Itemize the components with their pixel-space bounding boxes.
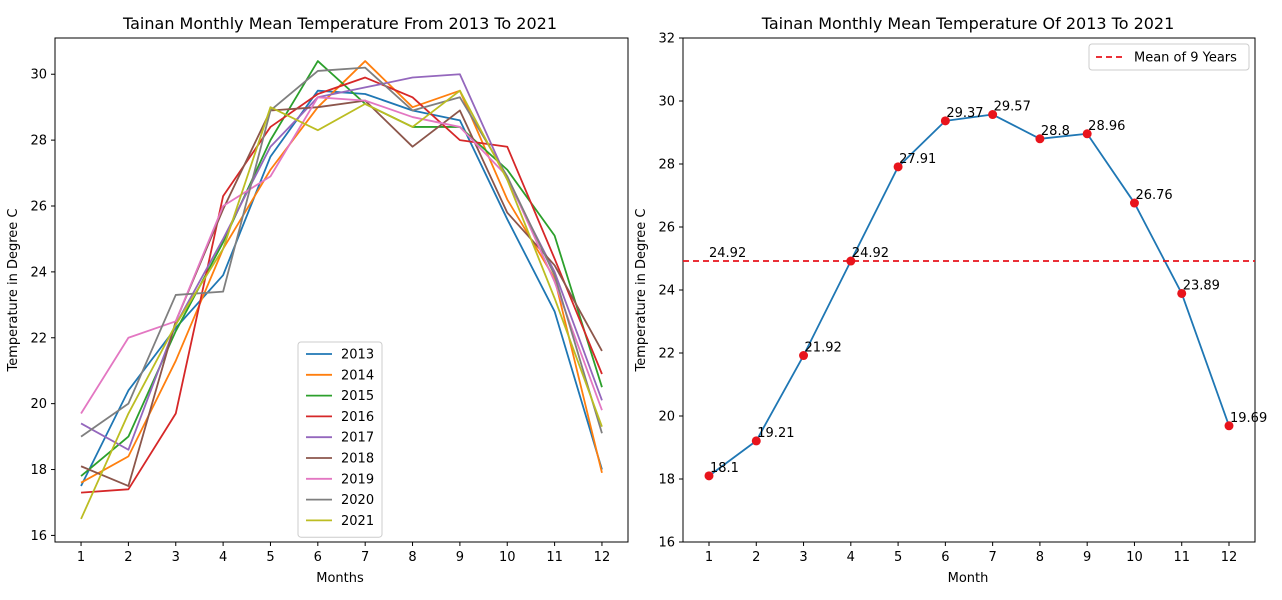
chart-right-ytick-label: 26 bbox=[658, 221, 675, 236]
chart-right-ylabel: Temperature in Degree C bbox=[634, 209, 649, 373]
series-line-2020 bbox=[80, 66, 603, 438]
chart-left-ytick-label: 16 bbox=[30, 529, 47, 544]
legend-label-2016: 2016 bbox=[341, 410, 374, 425]
chart-right-ytick-label: 22 bbox=[658, 347, 675, 362]
data-point-month-10 bbox=[1129, 198, 1139, 208]
chart-right-ytick-label: 20 bbox=[658, 410, 675, 425]
chart-left-ytick-label: 28 bbox=[30, 134, 47, 149]
data-label-month-6: 29.37 bbox=[946, 106, 983, 121]
chart-right-ytick-label: 30 bbox=[658, 95, 675, 110]
chart-right-legend: Mean of 9 Years bbox=[1088, 43, 1250, 71]
legend-label-2019: 2019 bbox=[341, 472, 374, 487]
data-point-month-7 bbox=[988, 110, 998, 120]
chart-right-ytick-label: 16 bbox=[658, 536, 675, 551]
data-label-month-2: 19.21 bbox=[757, 426, 794, 441]
chart-right-ytick-label: 24 bbox=[658, 284, 675, 299]
chart-left-ytick-label: 18 bbox=[30, 463, 47, 478]
chart-left: Tainan Monthly Mean Temperature From 201… bbox=[6, 14, 629, 586]
chart-left-ytick-label: 26 bbox=[30, 200, 47, 215]
data-point-month-9 bbox=[1082, 129, 1092, 139]
chart-right-xtick-label: 9 bbox=[1083, 550, 1091, 565]
chart-right-plot-area: 1 2 3 4 5 6 7 8 9 10 11 1216182022242628303224.9218… bbox=[658, 32, 1267, 566]
chart-right-xtick-label: 10 bbox=[1126, 550, 1143, 565]
chart-left-xtick-label: 1 bbox=[77, 550, 85, 565]
series-line-2014 bbox=[80, 60, 603, 484]
data-point-month-3 bbox=[799, 351, 809, 361]
data-point-month-8 bbox=[1035, 134, 1045, 144]
series-line-2016 bbox=[80, 76, 603, 494]
chart-right-xtick-label: 5 bbox=[894, 550, 902, 565]
legend-label-2020: 2020 bbox=[341, 493, 374, 508]
data-label-month-8: 28.8 bbox=[1041, 124, 1070, 139]
data-point-month-11 bbox=[1177, 288, 1187, 298]
legend-box bbox=[297, 341, 383, 538]
mean-temperature-line bbox=[708, 113, 1230, 477]
chart-left-xtick-label: 5 bbox=[266, 550, 274, 565]
chart-right-xtick-label: 7 bbox=[988, 550, 996, 565]
chart-left-xtick-label: 4 bbox=[219, 550, 227, 565]
legend-label-2015: 2015 bbox=[341, 389, 374, 404]
chart-left-legend: 2013 2014 2015 2016 2017 2018 2019 2020 2021 bbox=[297, 341, 383, 538]
chart-left-xtick-label: 12 bbox=[594, 550, 611, 565]
chart-left-xlabel: Months bbox=[316, 571, 364, 586]
chart-left-ytick-label: 30 bbox=[30, 68, 47, 83]
legend-label-2013: 2013 bbox=[341, 348, 374, 363]
data-point-month-1 bbox=[704, 471, 714, 481]
legend-label-mean: Mean of 9 Years bbox=[1134, 51, 1237, 66]
legend-box bbox=[1088, 43, 1250, 71]
data-label-month-3: 21.92 bbox=[805, 341, 842, 356]
mean-line-label: 24.92 bbox=[709, 246, 746, 261]
data-point-month-4 bbox=[846, 256, 856, 266]
chart-right-xtick-label: 8 bbox=[1036, 550, 1044, 565]
chart-right: Tainan Monthly Mean Temperature Of 2013 … bbox=[634, 14, 1267, 586]
data-point-month-5 bbox=[893, 162, 903, 172]
chart-right-ytick-label: 32 bbox=[658, 32, 675, 47]
chart-right-xlabel: Month bbox=[948, 571, 989, 586]
chart-right-xtick-label: 1 bbox=[705, 550, 713, 565]
chart-right-xtick-label: 6 bbox=[941, 550, 949, 565]
chart-left-xtick-label: 9 bbox=[456, 550, 464, 565]
chart-left-ylabel: Temperature in Degree C bbox=[6, 209, 21, 373]
chart-left-ytick-label: 22 bbox=[30, 331, 47, 346]
chart-right-xtick-label: 11 bbox=[1173, 550, 1190, 565]
chart-right-title: Tainan Monthly Mean Temperature Of 2013 … bbox=[761, 14, 1175, 33]
chart-left-xtick-label: 10 bbox=[499, 550, 516, 565]
series-line-2021 bbox=[80, 89, 603, 520]
data-point-month-2 bbox=[751, 436, 761, 446]
chart-left-ytick-label: 20 bbox=[30, 397, 47, 412]
data-label-month-4: 24.92 bbox=[852, 246, 889, 261]
data-label-month-9: 28.96 bbox=[1088, 119, 1125, 134]
chart-right-xtick-label: 3 bbox=[799, 550, 807, 565]
chart-right-xtick-label: 12 bbox=[1221, 550, 1238, 565]
chart-left-ytick-label: 24 bbox=[30, 265, 47, 280]
data-label-month-5: 27.91 bbox=[899, 152, 936, 167]
chart-left-plot-area: 1 2 3 4 5 6 7 8 9 10 11 121618202224262830201320142… bbox=[30, 37, 629, 565]
data-point-month-6 bbox=[940, 116, 950, 126]
legend-label-2017: 2017 bbox=[341, 431, 374, 446]
chart-left-xtick-label: 11 bbox=[546, 550, 563, 565]
data-label-month-12: 19.69 bbox=[1230, 411, 1267, 426]
chart-right-xtick-label: 2 bbox=[752, 550, 760, 565]
legend-label-2018: 2018 bbox=[341, 452, 374, 467]
chart-left-xtick-label: 3 bbox=[172, 550, 180, 565]
chart-left-title: Tainan Monthly Mean Temperature From 201… bbox=[122, 14, 557, 33]
series-line-2018 bbox=[80, 99, 603, 487]
data-point-month-12 bbox=[1224, 421, 1234, 431]
chart-right-ytick-label: 18 bbox=[658, 473, 675, 488]
data-label-month-7: 29.57 bbox=[994, 100, 1031, 115]
chart-left-xtick-label: 2 bbox=[124, 550, 132, 565]
chart-left-frame bbox=[54, 37, 629, 543]
legend-label-2014: 2014 bbox=[341, 368, 374, 383]
chart-left-xtick-label: 8 bbox=[408, 550, 416, 565]
chart-right-ytick-label: 28 bbox=[658, 158, 675, 173]
legend-label-2021: 2021 bbox=[341, 514, 374, 529]
data-label-month-11: 23.89 bbox=[1183, 278, 1220, 293]
data-label-month-10: 26.76 bbox=[1135, 188, 1172, 203]
chart-left-xtick-label: 6 bbox=[314, 550, 322, 565]
chart-right-xtick-label: 4 bbox=[847, 550, 855, 565]
data-label-month-1: 18.1 bbox=[710, 461, 739, 476]
chart-left-xtick-label: 7 bbox=[361, 550, 369, 565]
